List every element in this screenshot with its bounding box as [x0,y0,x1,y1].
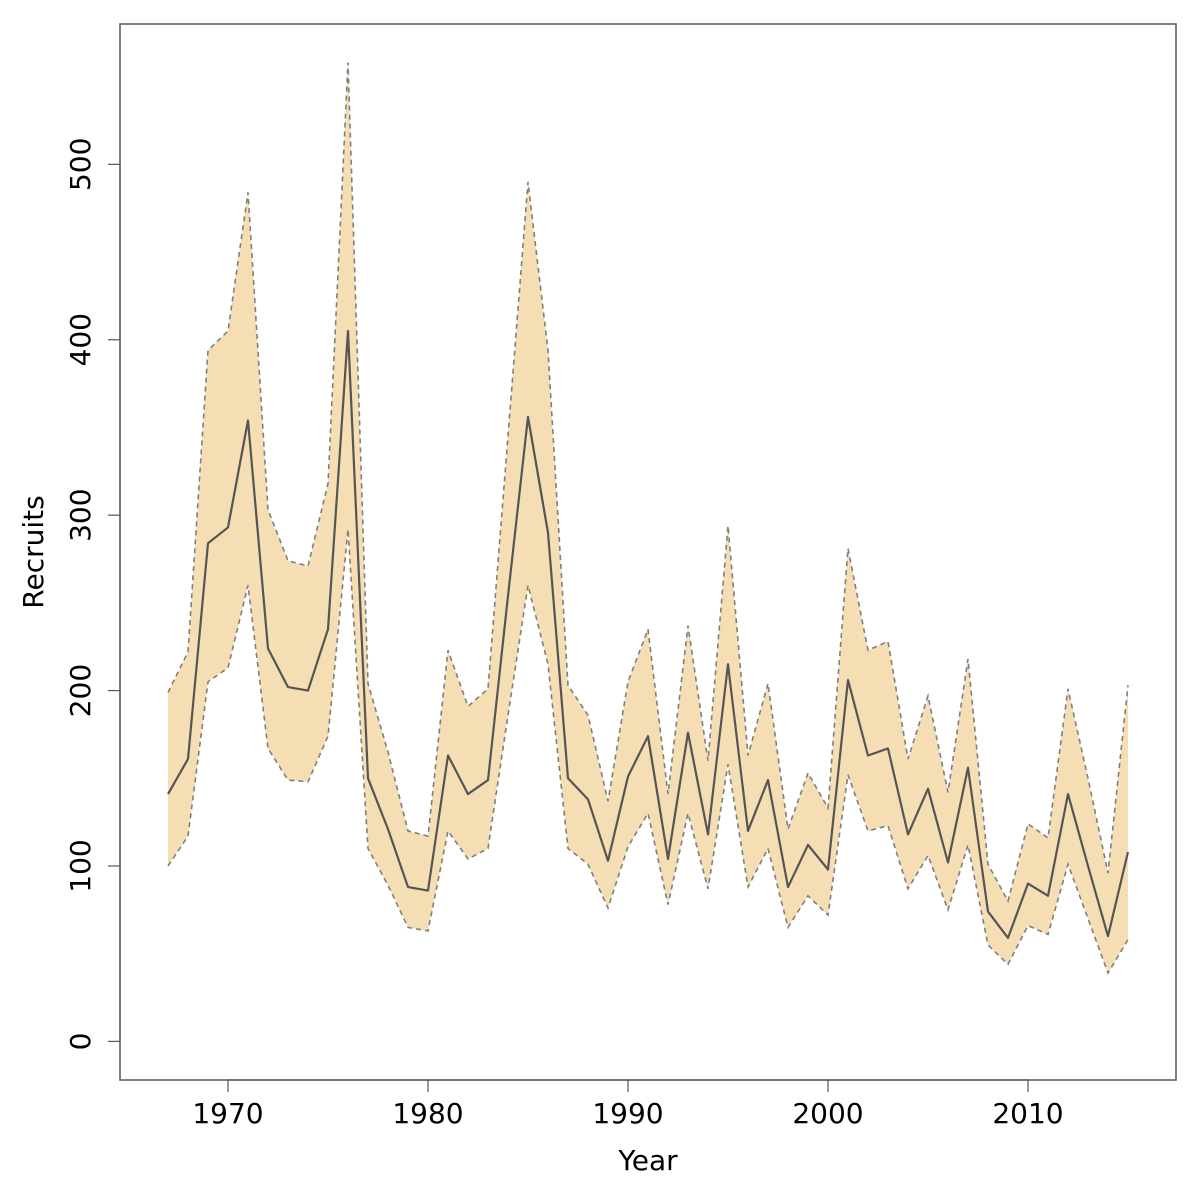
y-tick-label-500: 500 [64,138,97,191]
y-tick-label-400: 400 [64,313,97,366]
upper-bound-line [167,62,1129,904]
y-axis-title: Recruits [17,495,50,608]
x-tick-label-1980: 1980 [392,1097,463,1130]
x-tick-label-1990: 1990 [592,1097,663,1130]
median-line [167,329,1130,940]
x-axis-title: Year [617,1144,678,1177]
x-tick-label-2010: 2010 [992,1097,1063,1130]
confidence-band [168,62,1128,973]
y-tick-label-100: 100 [64,839,97,892]
x-tick-label-1970: 1970 [192,1097,263,1130]
y-tick-label-300: 300 [64,488,97,541]
x-tick-label-2000: 2000 [792,1097,863,1130]
y-tick-label-200: 200 [64,664,97,717]
y-tick-label-0: 0 [64,1032,97,1050]
